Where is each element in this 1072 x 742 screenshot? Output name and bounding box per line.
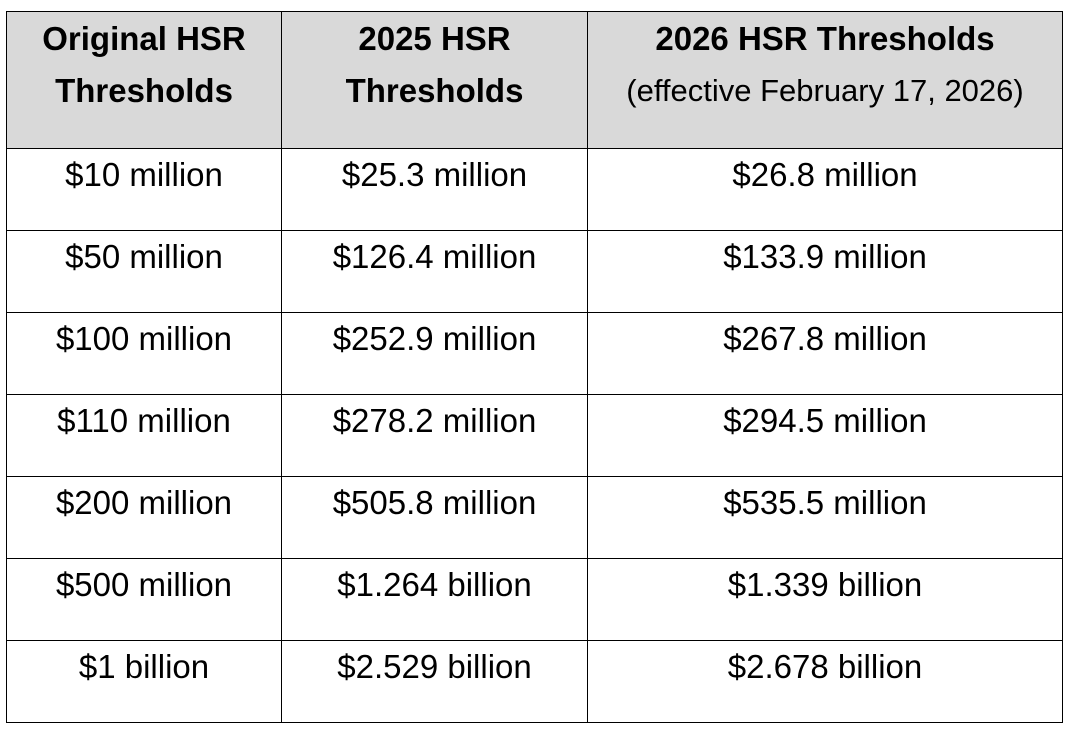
table-row: $10 million $25.3 million $26.8 million (6, 148, 1063, 231)
table-cell: $1.264 billion (281, 558, 588, 641)
table-cell: $10 million (6, 148, 282, 231)
table-cell: $252.9 million (281, 312, 588, 395)
header-note: (effective February 17, 2026) (626, 73, 1024, 108)
table-cell: $25.3 million (281, 148, 588, 231)
table-cell: $126.4 million (281, 230, 588, 313)
table-row: $110 million $278.2 million $294.5 million (6, 394, 1063, 477)
table-cell: $535.5 million (587, 476, 1063, 559)
table-cell: $26.8 million (587, 148, 1063, 231)
table-cell: $100 million (6, 312, 282, 395)
table-row: $1 billion $2.529 billion $2.678 billion (6, 640, 1063, 723)
header-text: Thresholds (345, 72, 524, 109)
table-cell: $200 million (6, 476, 282, 559)
header-cell: Original HSR Thresholds (6, 11, 282, 149)
table-cell: $1.339 billion (587, 558, 1063, 641)
header-text: Thresholds (55, 72, 233, 109)
table-row: $50 million $126.4 million $133.9 million (6, 230, 1063, 313)
table-row: $100 million $252.9 million $267.8 million (6, 312, 1063, 395)
header-row: Original HSR Thresholds 2025 HSR Threshold… (6, 11, 1063, 149)
table-cell: $278.2 million (281, 394, 588, 477)
table-row: $500 million $1.264 billion $1.339 billion (6, 558, 1063, 641)
table-cell: $110 million (6, 394, 282, 477)
table-body: $10 million $25.3 million $26.8 million $50… (6, 148, 1063, 723)
table-cell: $2.529 billion (281, 640, 588, 723)
header-cell: 2025 HSR Thresholds (281, 11, 588, 149)
header-text: 2025 HSR (358, 20, 511, 57)
header-text: Original HSR (42, 20, 246, 57)
table-row: $200 million $505.8 million $535.5 million (6, 476, 1063, 559)
header-text: 2026 HSR Thresholds (655, 20, 995, 57)
table-cell: $133.9 million (587, 230, 1063, 313)
header-cell: 2026 HSR Thresholds (effective February 1… (587, 11, 1063, 149)
table-cell: $505.8 million (281, 476, 588, 559)
table-cell: $500 million (6, 558, 282, 641)
threshold-table: Original HSR Thresholds 2025 HSR Threshold… (6, 11, 1063, 723)
table-cell: $2.678 billion (587, 640, 1063, 723)
table-cell: $294.5 million (587, 394, 1063, 477)
table-cell: $1 billion (6, 640, 282, 723)
table-cell: $50 million (6, 230, 282, 313)
table-cell: $267.8 million (587, 312, 1063, 395)
